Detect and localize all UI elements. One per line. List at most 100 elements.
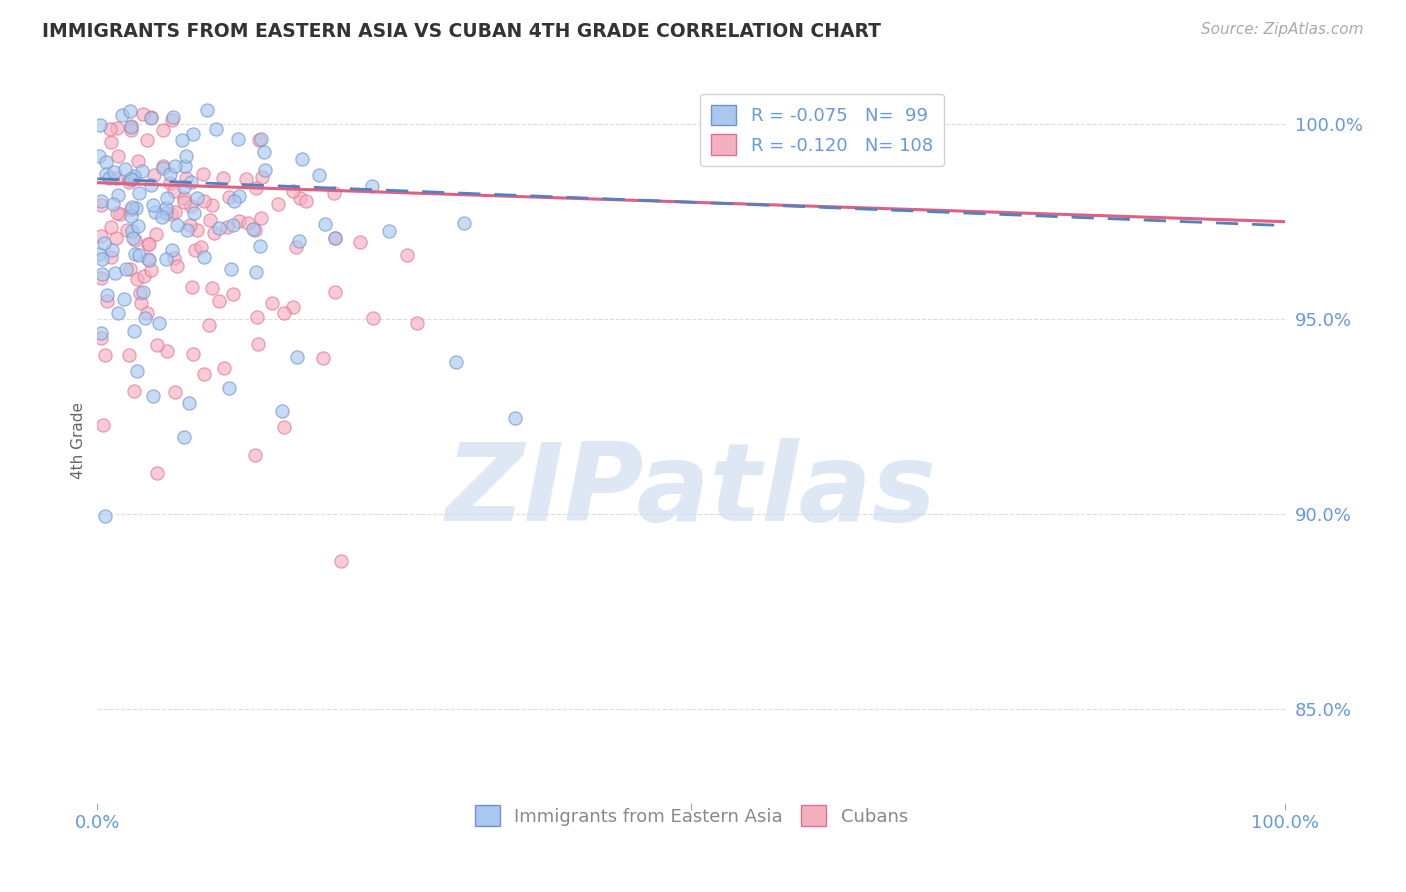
Point (180, 175, 202, 189)
Point (323, 285, 346, 299)
Point (193, 194, 215, 208)
Point (122, 231, 145, 245)
Point (228, 188, 250, 202)
Point (122, 169, 145, 183)
Point (212, 170, 235, 185)
Point (197, 318, 219, 333)
Point (160, 112, 183, 127)
Point (134, 269, 156, 284)
Point (291, 152, 314, 166)
Point (181, 280, 204, 294)
Point (122, 324, 145, 338)
Point (180, 199, 202, 213)
Legend: Immigrants from Eastern Asia, Cubans: Immigrants from Eastern Asia, Cubans (467, 798, 915, 833)
Point (138, 236, 160, 251)
Point (90, 228, 112, 243)
Point (155, 206, 177, 220)
Point (173, 430, 195, 444)
Point (360, 178, 382, 193)
Point (214, 360, 236, 375)
Point (281, 300, 304, 314)
Point (94, 155, 117, 169)
Point (89, 118, 111, 132)
Point (165, 385, 187, 400)
Point (218, 190, 240, 204)
Point (120, 172, 142, 186)
Point (90, 252, 112, 267)
Point (136, 133, 159, 147)
Point (202, 226, 225, 240)
Point (173, 191, 195, 205)
Point (183, 206, 205, 220)
Point (179, 219, 201, 233)
Point (104, 266, 127, 280)
Point (243, 223, 266, 237)
Point (90, 331, 112, 345)
Point (253, 162, 276, 177)
Point (330, 554, 353, 568)
Point (128, 186, 150, 200)
Point (395, 247, 418, 261)
Point (104, 230, 127, 244)
Point (273, 306, 295, 320)
Point (142, 168, 165, 182)
Point (166, 219, 188, 233)
Point (105, 121, 128, 136)
Point (89, 149, 111, 163)
Point (208, 293, 231, 308)
Point (90, 198, 112, 212)
Point (97, 171, 120, 186)
Point (159, 176, 181, 190)
Point (127, 153, 149, 168)
Point (222, 218, 245, 232)
Point (122, 384, 145, 399)
Point (118, 175, 141, 189)
Point (312, 351, 335, 365)
Point (107, 306, 129, 320)
Point (124, 247, 146, 261)
Point (406, 316, 429, 330)
Point (224, 194, 246, 208)
Point (115, 262, 138, 277)
Point (94, 348, 117, 362)
Point (159, 167, 181, 181)
Point (124, 201, 146, 215)
Point (271, 404, 294, 418)
Point (205, 122, 228, 136)
Point (208, 221, 231, 235)
Point (294, 194, 316, 208)
Point (252, 145, 274, 160)
Point (285, 240, 308, 254)
Point (250, 169, 273, 184)
Point (120, 209, 142, 223)
Point (226, 132, 249, 146)
Point (142, 389, 165, 403)
Point (260, 296, 283, 310)
Point (186, 192, 208, 206)
Point (377, 224, 399, 238)
Point (131, 164, 153, 178)
Point (193, 368, 215, 382)
Point (186, 223, 208, 237)
Point (228, 213, 250, 227)
Point (115, 223, 138, 237)
Point (160, 243, 183, 257)
Point (184, 243, 207, 257)
Point (90, 271, 112, 285)
Point (96, 167, 118, 181)
Point (181, 127, 204, 141)
Text: ZIPatlas: ZIPatlas (446, 438, 936, 544)
Point (142, 198, 165, 212)
Point (172, 133, 194, 147)
Point (363, 311, 385, 326)
Point (156, 344, 179, 359)
Point (145, 338, 167, 352)
Point (96, 294, 118, 309)
Point (152, 123, 174, 137)
Point (190, 239, 212, 253)
Point (181, 347, 204, 361)
Point (195, 103, 218, 117)
Point (146, 467, 169, 481)
Point (94, 509, 117, 524)
Point (245, 265, 267, 279)
